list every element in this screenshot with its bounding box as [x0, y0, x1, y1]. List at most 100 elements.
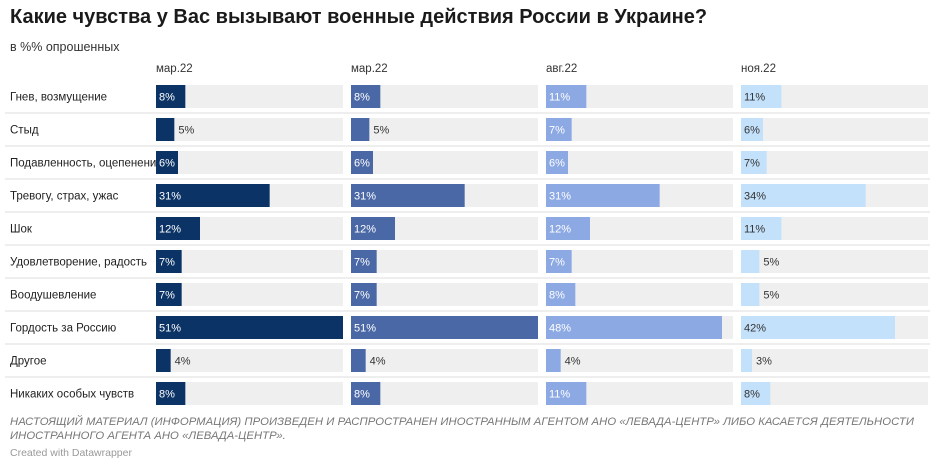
- bar: [156, 217, 200, 240]
- bar-track: [351, 349, 538, 372]
- bar: [741, 349, 752, 372]
- bar: [351, 184, 465, 207]
- data-label: 5%: [373, 125, 389, 137]
- bar: [156, 151, 178, 174]
- bar-track: [156, 250, 343, 273]
- data-label: 48%: [549, 323, 571, 335]
- bar: [156, 382, 186, 405]
- column-header: мар.22: [351, 63, 388, 75]
- column-header: ноя.22: [741, 63, 776, 75]
- data-label: 12%: [354, 224, 376, 236]
- data-label: 8%: [354, 389, 370, 401]
- data-label: 4%: [565, 356, 581, 368]
- chart-title: Какие чувства у Вас вызывают военные дей…: [10, 6, 708, 28]
- bar-track: [351, 118, 538, 141]
- category-label: Шок: [10, 224, 33, 236]
- data-label: 7%: [744, 158, 760, 170]
- bar: [546, 151, 568, 174]
- data-label: 12%: [549, 224, 571, 236]
- data-label: 11%: [744, 92, 765, 104]
- data-label: 12%: [159, 224, 181, 236]
- category-label: Никаких особых чувств: [10, 389, 134, 401]
- bar-track: [546, 349, 733, 372]
- bar: [156, 118, 175, 141]
- bar: [351, 217, 395, 240]
- data-label: 7%: [549, 257, 565, 269]
- data-label: 7%: [549, 125, 565, 137]
- bar: [546, 85, 587, 108]
- bar-track: [351, 85, 538, 108]
- bar-track: [741, 382, 928, 405]
- data-label: 6%: [744, 125, 760, 137]
- bar-track: [741, 118, 928, 141]
- category-label: Тревогу, страх, ужас: [10, 191, 119, 203]
- bar: [156, 184, 270, 207]
- category-label: Другое: [10, 356, 47, 368]
- bar-track: [156, 349, 343, 372]
- bar: [156, 316, 343, 339]
- column-header: мар.22: [156, 63, 193, 75]
- data-label: 6%: [354, 158, 370, 170]
- data-label: 42%: [744, 323, 766, 335]
- data-label: 7%: [159, 290, 175, 302]
- bar-track: [156, 283, 343, 306]
- bar: [156, 349, 171, 372]
- bar-track: [741, 217, 928, 240]
- data-label: 6%: [549, 158, 565, 170]
- bar-track: [156, 85, 343, 108]
- data-label: 34%: [744, 191, 766, 203]
- datawrapper-credit: Created with Datawrapper: [10, 447, 132, 459]
- data-label: 11%: [549, 92, 570, 104]
- data-label: 11%: [744, 224, 765, 236]
- bar: [546, 283, 576, 306]
- bar: [351, 382, 381, 405]
- bar: [351, 349, 366, 372]
- data-label: 8%: [744, 389, 760, 401]
- bar-track: [546, 217, 733, 240]
- bar-track: [546, 85, 733, 108]
- data-label: 3%: [756, 356, 772, 368]
- bar-track: [741, 283, 928, 306]
- chart-subtitle: в %% опрошенных: [10, 40, 120, 54]
- data-label: 8%: [159, 92, 175, 104]
- bar: [351, 151, 373, 174]
- data-label: 31%: [354, 191, 376, 203]
- data-label: 4%: [175, 356, 191, 368]
- data-label: 7%: [354, 290, 370, 302]
- bar-track: [546, 382, 733, 405]
- data-label: 8%: [354, 92, 370, 104]
- bar: [546, 217, 590, 240]
- category-label: Стыд: [10, 125, 39, 137]
- bar: [741, 382, 771, 405]
- bar: [741, 250, 760, 273]
- bar: [741, 118, 763, 141]
- bar-track: [351, 382, 538, 405]
- bar-track: [546, 250, 733, 273]
- data-label: 5%: [763, 257, 779, 269]
- data-label: 8%: [549, 290, 565, 302]
- data-label: 5%: [178, 125, 194, 137]
- data-label: 7%: [354, 257, 370, 269]
- bar-track: [546, 151, 733, 174]
- category-label: Гнев, возмущение: [10, 92, 107, 104]
- data-label: 31%: [159, 191, 181, 203]
- bar: [351, 283, 377, 306]
- bar: [351, 118, 370, 141]
- data-label: 8%: [159, 389, 175, 401]
- bar-track: [351, 283, 538, 306]
- category-label: Удовлетворение, радость: [10, 257, 147, 269]
- bar: [156, 283, 182, 306]
- bar: [546, 118, 572, 141]
- bar-chart: мар.22 мар.22 авг.22 ноя.22 Гнев, возмущение…: [5, 63, 930, 405]
- data-label: 5%: [763, 290, 779, 302]
- bar: [156, 250, 182, 273]
- data-label: 7%: [159, 257, 175, 269]
- data-label: 51%: [354, 323, 376, 335]
- column-header: авг.22: [546, 63, 577, 75]
- bar-track: [156, 151, 343, 174]
- bar-track: [351, 217, 538, 240]
- bar: [741, 85, 782, 108]
- bar: [351, 316, 538, 339]
- bar: [741, 283, 760, 306]
- bar-track: [741, 349, 928, 372]
